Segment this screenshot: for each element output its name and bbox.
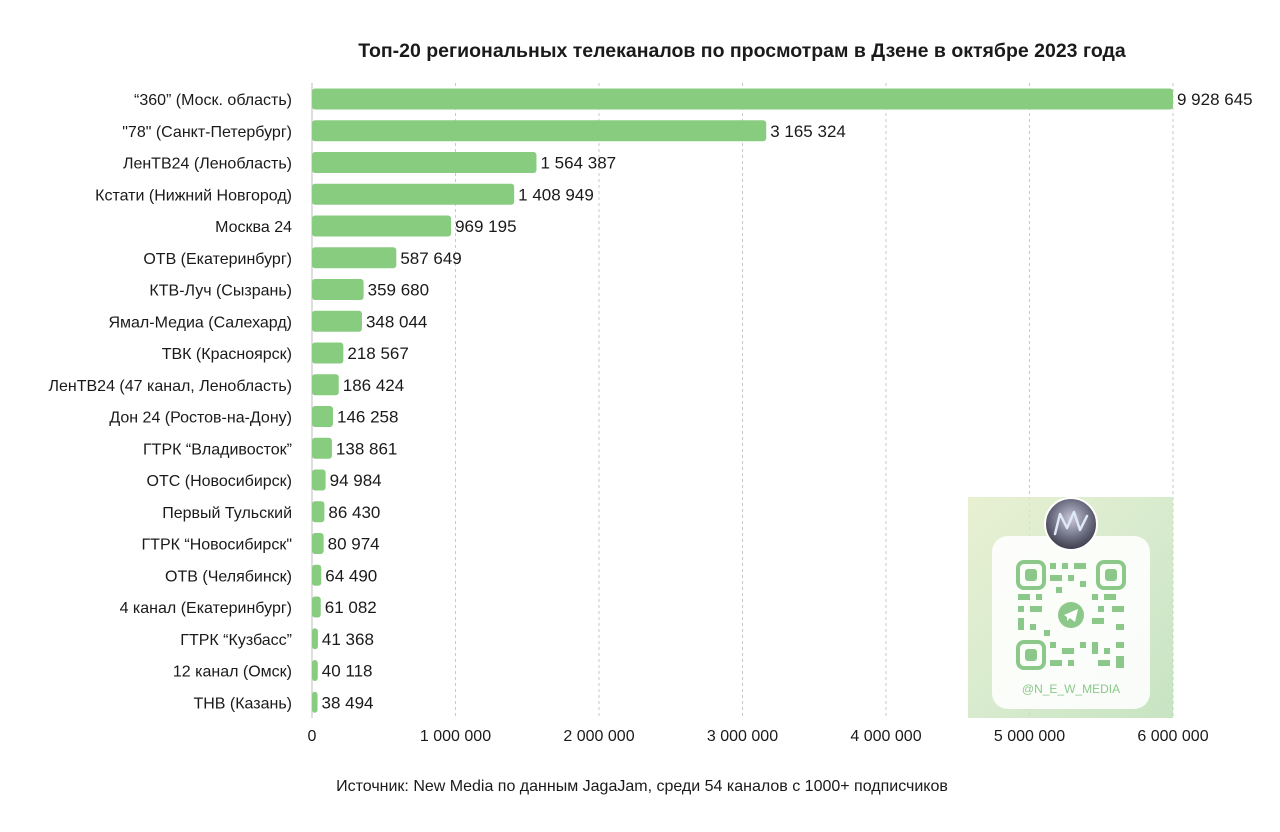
- category-label: Дон 24 (Ростов-на-Дону): [109, 410, 292, 427]
- telegram-icon: [1058, 602, 1084, 628]
- bar: [312, 628, 318, 650]
- category-label: Ямал-Медиа (Салехард): [108, 314, 292, 331]
- bar: [312, 183, 515, 205]
- value-label: 38 494: [322, 693, 374, 712]
- watermark-handle: @N_E_W_MEDIA: [1022, 682, 1120, 696]
- bar: [312, 437, 332, 459]
- bars: [312, 88, 1173, 713]
- watermark: @N_E_W_MEDIA: [968, 497, 1173, 718]
- chart-title: Топ-20 региональных телеканалов по просм…: [358, 40, 1126, 62]
- bar: [312, 120, 767, 142]
- bar: [312, 564, 322, 586]
- category-label: ГТРК “Новосибирск": [142, 537, 293, 554]
- value-label: 3 165 324: [770, 122, 846, 141]
- category-label: 12 канал (Омск): [173, 664, 292, 681]
- x-tick-label: 2 000 000: [563, 728, 634, 745]
- value-label: 1 408 949: [518, 185, 594, 204]
- bar: [312, 533, 324, 554]
- category-label: ТНВ (Казань): [193, 695, 292, 712]
- bar: [312, 215, 452, 237]
- value-label: 1 564 387: [540, 154, 616, 173]
- value-label: 40 118: [322, 662, 373, 681]
- bar: [312, 660, 318, 681]
- value-label: 9 928 645: [1177, 90, 1253, 109]
- value-label: 969 195: [455, 217, 516, 236]
- category-label: ГТРК “Кузбасс”: [180, 632, 292, 649]
- source-note: Источник: New Media по данным JagaJam, с…: [336, 778, 948, 795]
- bar: [312, 596, 321, 618]
- bar: [312, 342, 344, 364]
- value-label: 61 082: [325, 598, 377, 617]
- x-tick-label: 1 000 000: [420, 728, 491, 745]
- value-label: 218 567: [347, 344, 408, 363]
- value-label: 348 044: [366, 312, 427, 331]
- value-label: 186 424: [343, 376, 404, 395]
- category-label: “360” (Моск. область): [134, 92, 292, 109]
- bar: [312, 279, 364, 300]
- value-label: 64 490: [325, 566, 377, 585]
- x-tick-label: 5 000 000: [994, 728, 1065, 745]
- category-label: ЛенТВ24 (47 канал, Ленобласть): [48, 378, 292, 395]
- bar: [312, 310, 362, 332]
- x-tick-label: 4 000 000: [850, 728, 921, 745]
- value-label: 138 861: [336, 439, 397, 458]
- bar: [312, 152, 537, 173]
- bar: [312, 691, 318, 713]
- qr-code-icon: [1016, 560, 1126, 670]
- category-label: Москва 24: [215, 219, 292, 236]
- y-axis-categories: “360” (Моск. область) "78" (Санкт-Петербу…: [48, 92, 292, 712]
- new-media-logo-icon: [1044, 497, 1098, 551]
- value-label: 94 984: [330, 471, 382, 490]
- value-label: 41 368: [322, 630, 374, 649]
- x-axis: 0 1 000 000 2 000 000 3 000 000 4 000 000 5 0…: [308, 728, 1209, 745]
- category-label: "78" (Санкт-Петербург): [122, 124, 292, 141]
- category-label: ОТВ (Челябинск): [165, 568, 292, 585]
- category-label: ТВК (Красноярск): [162, 346, 292, 363]
- value-label: 80 974: [328, 535, 380, 554]
- category-label: ГТРК “Владивосток”: [143, 441, 292, 458]
- x-tick-label: 3 000 000: [707, 728, 778, 745]
- value-label: 86 430: [328, 503, 380, 522]
- bar: [312, 374, 339, 396]
- bar: [312, 88, 1173, 110]
- value-labels: 9 928 645 3 165 324 1 564 387 1 408 949969 …: [322, 90, 1253, 712]
- value-label: 146 258: [337, 408, 398, 427]
- category-label: Кстати (Нижний Новгород): [95, 187, 292, 204]
- bar: [312, 247, 397, 269]
- value-label: 587 649: [400, 249, 461, 268]
- category-label: ОТВ (Екатеринбург): [143, 251, 292, 268]
- value-label: 359 680: [368, 281, 429, 300]
- category-label: Первый Тульский: [162, 505, 292, 522]
- bar: [312, 406, 333, 427]
- x-tick-label: 0: [308, 728, 317, 745]
- x-tick-label: 6 000 000: [1137, 728, 1208, 745]
- category-label: ОТС (Новосибирск): [147, 473, 292, 490]
- bar: [312, 501, 325, 523]
- category-label: КТВ-Луч (Сызрань): [149, 283, 292, 300]
- category-label: ЛенТВ24 (Ленобласть): [123, 156, 292, 173]
- category-label: 4 канал (Екатеринбург): [120, 600, 292, 617]
- bar: [312, 469, 326, 491]
